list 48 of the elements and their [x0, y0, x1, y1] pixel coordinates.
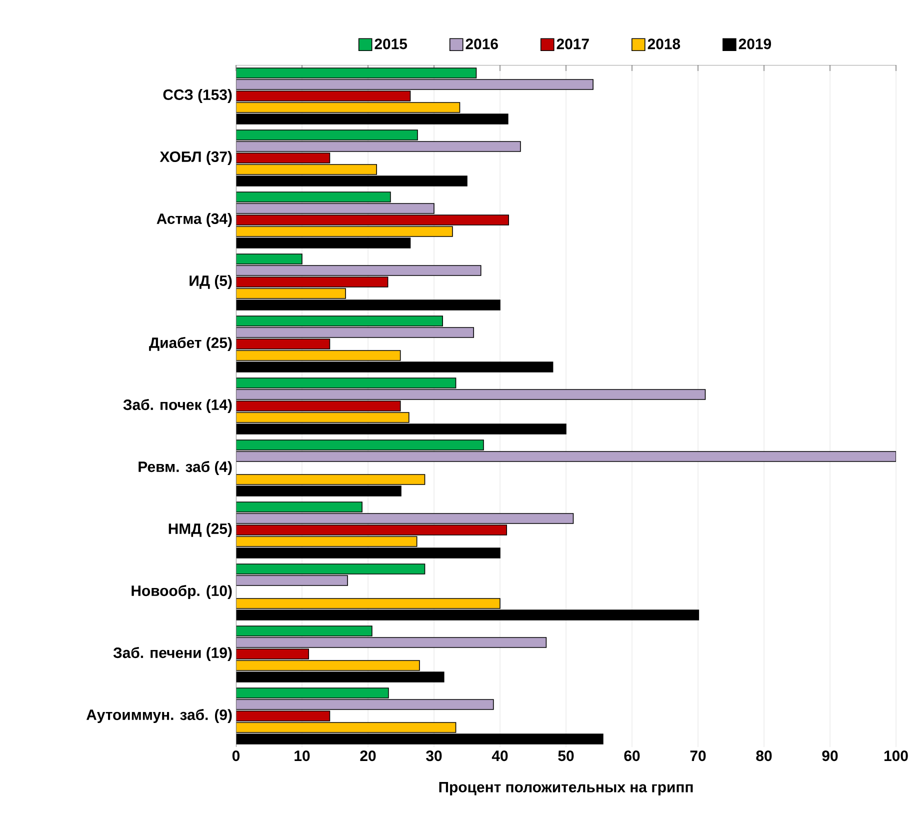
bar [236, 564, 426, 574]
y-tick-label: Новообр. (10) [132, 584, 232, 600]
y-tick-label: Заб. почек (14) [123, 398, 232, 414]
bar [236, 90, 411, 102]
x-tick-label: 40 [492, 750, 508, 762]
x-tick-label: 70 [690, 750, 706, 762]
bar [236, 474, 426, 485]
bar [236, 400, 401, 412]
x-tick-label: 20 [360, 750, 376, 762]
x-tick-label: 80 [756, 750, 772, 762]
y-tick-label: ИД (5) [190, 275, 232, 289]
legend-label: 2018 [648, 38, 680, 50]
y-tick-label: Астма (34) [156, 213, 232, 227]
y-tick-label: Диабет (25) [149, 336, 232, 352]
y-tick-label: Заб. печени (19) [113, 646, 232, 662]
y-tick-label: ХОБЛ (37) [160, 151, 232, 165]
y-tick-label: Ревм. заб (4) [138, 460, 232, 476]
bar [236, 378, 456, 388]
bar [236, 598, 500, 609]
bar [236, 660, 420, 671]
y-tick-label: ССЗ (153) [163, 89, 232, 103]
x-axis-title: Процент положительных на грипп [439, 782, 693, 796]
bar [236, 316, 443, 326]
bar [236, 350, 401, 361]
bar [236, 412, 410, 423]
bar [236, 102, 460, 113]
bar [236, 524, 508, 536]
legend-label: 2019 [738, 38, 772, 50]
bar [236, 226, 453, 237]
x-tick-label: 0 [232, 750, 240, 762]
bar [236, 130, 418, 140]
bar [236, 440, 484, 450]
legend-label: 2017 [556, 38, 589, 50]
bar [236, 276, 388, 288]
legend-label: 2015 [374, 38, 408, 50]
x-tick-label: 100 [884, 750, 908, 762]
bar [236, 68, 477, 78]
y-tick-label: НМД (25) [168, 523, 232, 537]
x-tick-label: 60 [624, 750, 640, 762]
x-tick-label: 30 [426, 750, 442, 762]
x-tick-label: 50 [558, 750, 574, 762]
x-tick-label: 90 [822, 750, 838, 762]
legend-label: 2016 [466, 38, 498, 50]
y-tick-label: Аутоиммун. заб. (9) [86, 708, 232, 724]
x-tick-label: 10 [294, 750, 310, 762]
bar [236, 722, 456, 733]
bar [236, 536, 418, 547]
bar [236, 214, 509, 226]
